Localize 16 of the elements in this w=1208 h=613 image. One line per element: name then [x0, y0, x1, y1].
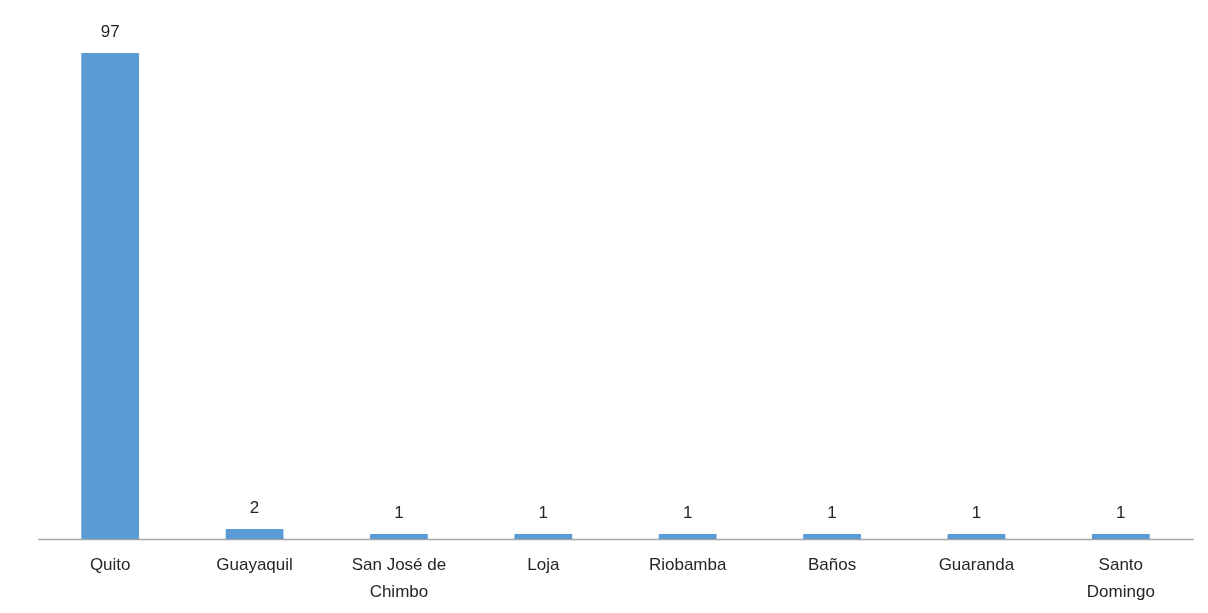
data-label: 1: [971, 502, 982, 522]
data-label: 1: [1116, 502, 1126, 522]
x-tick-label: Quito: [89, 554, 131, 574]
data-label: 1: [538, 502, 549, 522]
data-label: 1: [682, 502, 693, 522]
x-tick-label: Riobamba: [648, 554, 727, 574]
data-label: 97: [100, 22, 120, 41]
x-tick-label: Loja: [527, 554, 560, 574]
data-label: 1: [827, 502, 837, 522]
x-tick-label: San José de Chimbo: [351, 554, 447, 601]
data-label: 2: [249, 497, 260, 517]
x-tick-label: Guayaquil: [216, 554, 293, 574]
x-tick-label: Baños: [807, 554, 857, 574]
data-label: 1: [394, 502, 404, 522]
x-tick-label: Guaranda: [938, 554, 1015, 574]
x-tick-label: Santo Domingo: [1086, 554, 1155, 601]
